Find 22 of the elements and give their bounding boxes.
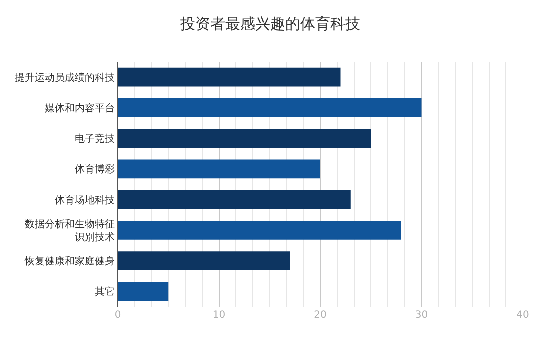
y-tick-label: 媒体和内容平台 [45,102,115,114]
x-tick-label: 10 [212,310,226,321]
y-tick-label: 体育场地科技 [55,194,115,206]
bar [118,220,402,240]
bar [118,282,169,302]
bar [118,190,351,210]
y-tick-label: 恢复健康和家庭健身 [24,256,115,268]
x-tick-label: 30 [415,310,428,321]
y-tick-label: 其它 [95,286,115,298]
y-tick-label: 电子竞技 [75,133,115,146]
y-tick-label: 体育博彩 [75,164,115,176]
y-tick-label: 提升运动员成绩的科技 [15,72,115,84]
y-tick-label: 数据分析和生物特征识别技术 [25,218,115,244]
bar [118,252,290,271]
chart-title: 投资者最感兴趣的体育科技 [180,14,360,33]
x-tick-label: 20 [314,310,327,321]
x-tick-label: 40 [516,310,530,321]
bar [118,129,372,148]
x-tick-label: 0 [114,310,122,321]
bar [118,68,341,87]
bar [118,98,422,118]
bar [118,160,320,179]
